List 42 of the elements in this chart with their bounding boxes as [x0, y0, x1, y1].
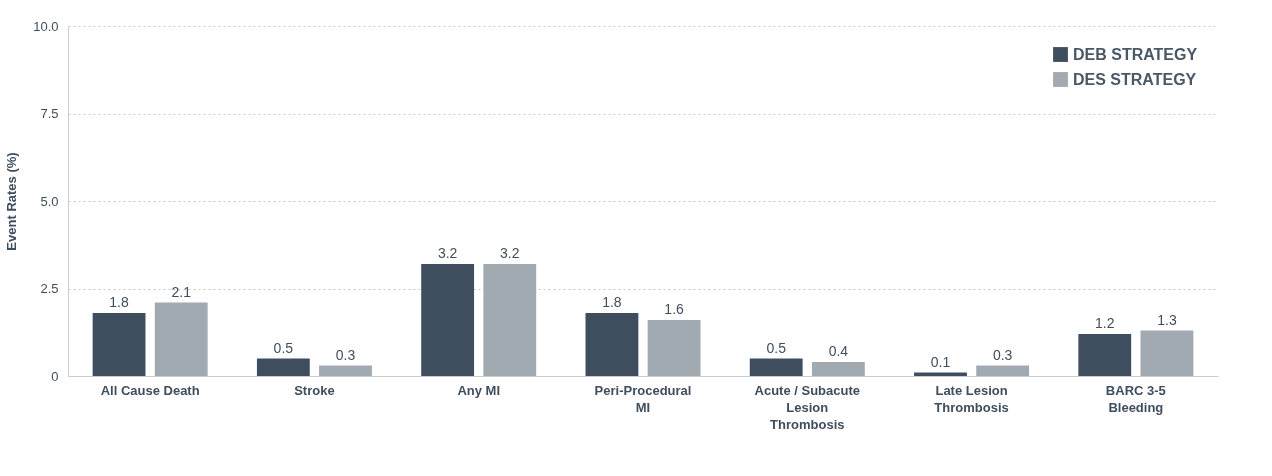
bar — [647, 320, 701, 376]
bar — [976, 365, 1030, 376]
data-label: 0.3 — [335, 346, 356, 363]
x-tick-label: Peri-Procedural MI — [594, 382, 692, 415]
y-axis-title: Event Rates (%) — [4, 152, 20, 251]
data-label: 3.2 — [500, 245, 520, 261]
data-label: 2.1 — [171, 283, 192, 300]
bar — [1078, 334, 1132, 376]
data-label: 3.2 — [437, 245, 458, 261]
data-label: 1.6 — [664, 301, 685, 317]
x-tick-label: Acute / Subacute Lesion Thrombosis — [754, 382, 861, 432]
data-label: 0.4 — [828, 343, 849, 359]
bar — [749, 358, 803, 376]
legend-label: DEB STRATEGY — [1073, 45, 1198, 63]
data-label: 0.1 — [930, 353, 951, 370]
x-tick-label: Any MI — [457, 382, 501, 398]
legend-label: DES STRATEGY — [1073, 70, 1197, 88]
bar — [256, 358, 310, 376]
bar — [483, 264, 537, 376]
y-tick-label: 0 — [51, 368, 59, 384]
x-tick-label: All Cause Death — [100, 382, 200, 398]
y-tick-label: 7.5 — [40, 106, 59, 121]
data-label: 1.8 — [602, 294, 622, 310]
data-label: 1.2 — [1095, 315, 1115, 331]
bar — [811, 362, 865, 376]
x-tick-label: Late Lesion Thrombosis — [934, 382, 1009, 415]
bar — [319, 365, 372, 376]
y-tick-label: 5.0 — [40, 193, 59, 209]
data-label: 0.5 — [273, 339, 294, 356]
bar — [421, 264, 475, 376]
x-tick-label: BARC 3-5 Bleeding — [1105, 382, 1166, 415]
bar — [1140, 330, 1194, 376]
x-tick-label: Stroke — [294, 382, 335, 398]
data-label: 1.8 — [109, 294, 129, 310]
y-tick-label: 10.0 — [33, 18, 59, 34]
bar — [585, 313, 639, 376]
y-tick-label: 2.5 — [40, 281, 59, 296]
bar — [92, 313, 146, 376]
data-label: 1.3 — [1157, 311, 1177, 328]
data-label: 0.5 — [766, 339, 787, 356]
data-label: 0.3 — [992, 346, 1013, 363]
bar — [154, 302, 208, 376]
